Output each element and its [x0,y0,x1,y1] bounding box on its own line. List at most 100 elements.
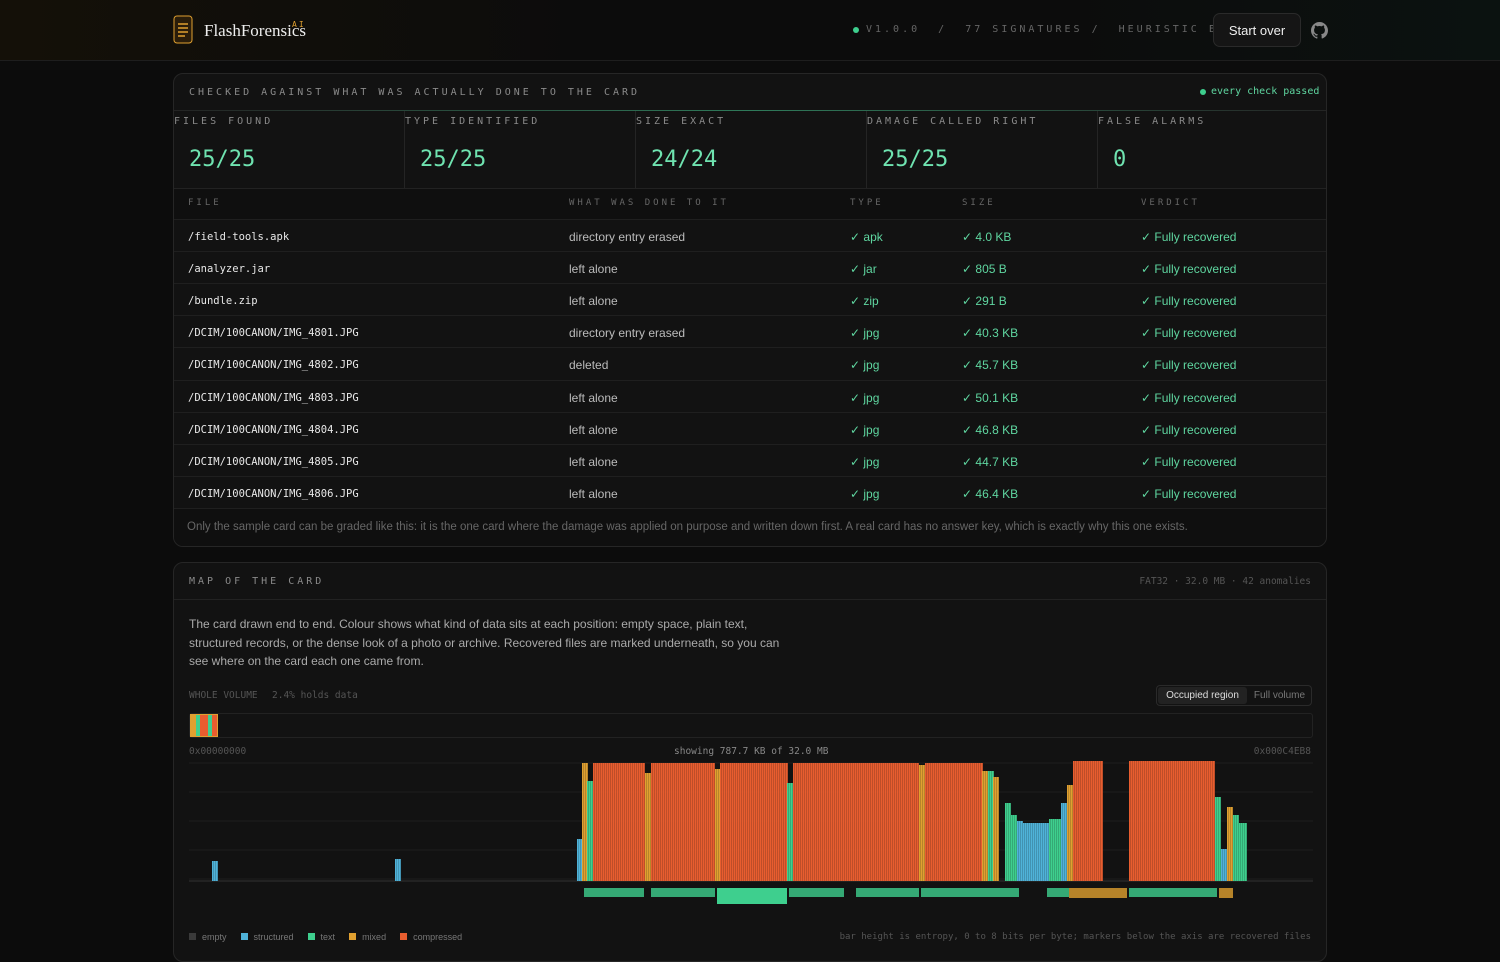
entropy-bar [586,763,588,881]
entropy-bar [905,763,907,881]
entropy-bar [1135,761,1137,881]
entropy-bar [839,763,841,881]
stat-label: TYPE IDENTIFIED [405,116,541,127]
table-row: /DCIM/100CANON/IMG_4801.JPG directory ent… [174,315,1326,347]
entropy-bar [917,763,919,881]
entropy-bar [1025,823,1027,881]
entropy-bar [995,777,997,881]
entropy-bar [807,763,809,881]
entropy-bar [855,763,857,881]
entropy-bar [885,763,887,881]
entropy-bar [655,763,657,881]
entropy-bar [677,763,679,881]
entropy-bar [1169,761,1171,881]
badge: AI [292,20,306,29]
file-marker [856,888,919,897]
entropy-bar [629,763,631,881]
entropy-bar [1083,761,1085,881]
entropy-bar [1079,761,1081,881]
entropy-bar [1199,761,1201,881]
entropy-bar [697,763,699,881]
entropy-bar [843,763,845,881]
entropy-bar [645,773,647,881]
action: left alone [569,294,618,309]
entropy-bar [829,763,831,881]
entropy-bar [1147,761,1149,881]
entropy-bar [713,763,715,881]
entropy-bar [768,763,770,881]
entropy-bar [1037,823,1039,881]
size: ✓ 45.7 KB [962,358,1019,373]
entropy-bar [1029,823,1031,881]
entropy-bar [1093,761,1095,881]
verdict: ✓ Fully recovered [1141,262,1237,277]
size: ✓ 44.7 KB [962,454,1019,469]
file-marker [1069,888,1127,898]
entropy-bar [1157,761,1159,881]
entropy-bar [909,763,911,881]
status: every check passed [1211,86,1320,97]
entropy-bar [1017,821,1019,881]
view-toggle: Occupied region Full volume [1156,685,1312,706]
entropy-bar [770,763,772,881]
start-over-button[interactable]: Start over [1213,13,1301,47]
entropy-bar [1061,803,1063,881]
stat-value: 25/25 [882,147,949,172]
table-header-bg [174,188,1326,219]
entropy-bar [611,763,613,881]
entropy-bar [1019,821,1021,881]
entropy-bar [1203,761,1205,881]
entropy-bar [1183,761,1185,881]
entropy-bar [1131,761,1133,881]
entropy-bar [603,763,605,881]
entropy-bar [1081,761,1083,881]
entropy-bar [875,763,877,881]
entropy-bar [1043,823,1045,881]
entropy-bar [633,763,635,881]
entropy-bar [593,763,595,881]
entropy-bar [639,763,641,881]
entropy-bar [1243,823,1245,881]
action: deleted [569,358,609,373]
entropy-bar [1171,761,1173,881]
entropy-bar [803,763,805,881]
file: /bundle.zip [188,295,258,308]
entropy-bar [719,769,721,881]
entropy-bar [1245,823,1247,881]
card-title: MAP OF THE CARD [189,576,325,587]
entropy-bar [895,763,897,881]
table-row: /DCIM/100CANON/IMG_4802.JPG deleted ✓ jpg ✓… [174,347,1326,379]
entropy-bar [720,763,722,881]
end-address: 0x000C4EB8 [1253,746,1311,757]
entropy-bar [853,763,855,881]
entropy-bar [742,763,744,881]
entropy-bar [867,763,869,881]
entropy-bar [921,765,923,881]
brand: FlashForensics [204,21,306,40]
entropy-bar [705,763,707,881]
entropy-bar [1179,761,1181,881]
signatures: 77 SIGNATURES [965,24,1083,35]
size: ✓ 291 B [962,294,1007,309]
entropy-bar [831,763,833,881]
entropy-bar [776,763,778,881]
entropy-bar [734,763,736,881]
entropy-bar [1213,761,1215,881]
legend-swatch [400,933,408,940]
entropy-bar [1013,815,1015,881]
entropy-bar [1101,761,1103,881]
entropy-bar [399,859,401,881]
legend-swatch [307,933,315,940]
toggle-occupied[interactable]: Occupied region [1158,687,1247,704]
entropy-bar [1201,761,1203,881]
entropy-bar [395,859,397,881]
entropy-bar [597,763,599,881]
github-icon[interactable] [1311,22,1328,39]
entropy-bar [1153,761,1155,881]
entropy-bar [707,763,709,881]
toggle-full[interactable]: Full volume [1253,690,1306,701]
entropy-bar [1211,761,1213,881]
entropy-bar [780,763,782,881]
entropy-bar [609,763,611,881]
stat: FALSE ALARMS 0 [1098,111,1326,188]
